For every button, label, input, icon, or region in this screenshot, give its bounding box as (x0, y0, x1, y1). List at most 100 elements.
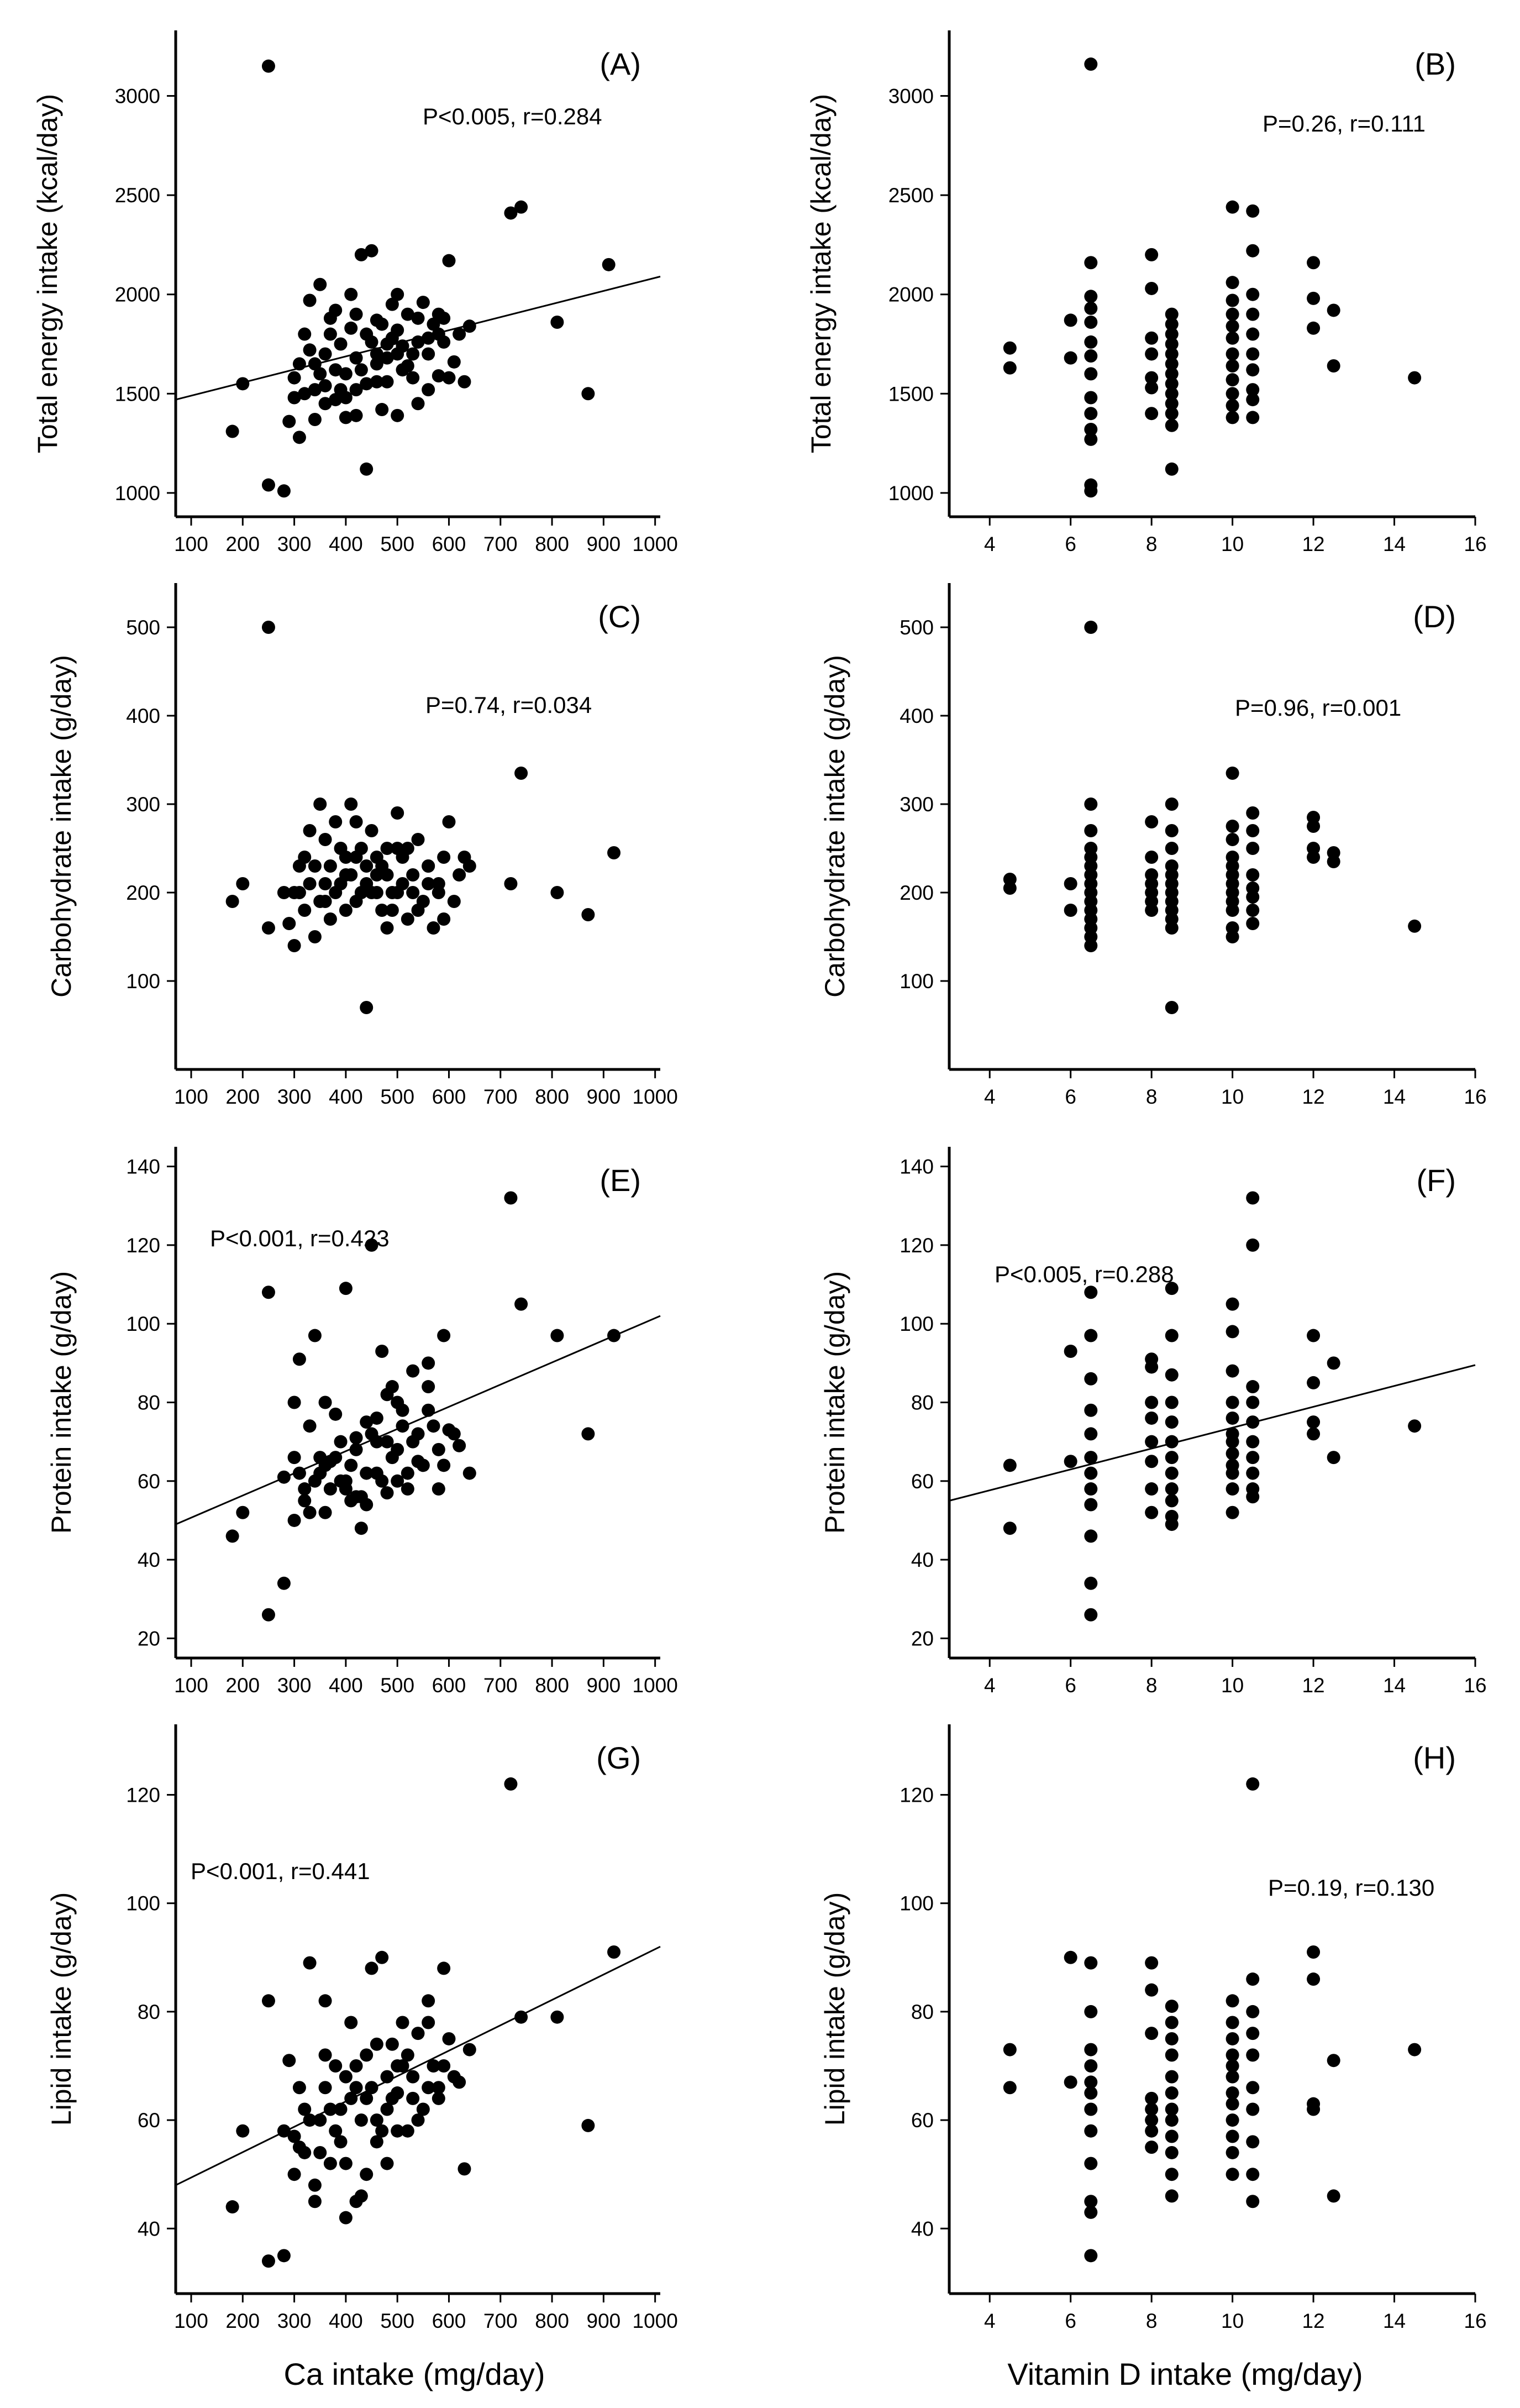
panel-e-point-44 (607, 1329, 621, 1342)
panel-e-point-57 (411, 1455, 425, 1468)
panel-h-point-12 (1084, 2157, 1098, 2170)
panel-h-point-58 (1307, 1945, 1321, 1959)
panel-a-point-20 (360, 462, 374, 476)
panel-g-point-18 (344, 2016, 358, 2029)
panel-g-point-63 (323, 2102, 337, 2116)
panel-f-point-58 (1307, 1329, 1321, 1342)
panel-a-point-17 (344, 287, 358, 301)
panel-b-y-tick-label-2000: 2000 (888, 284, 934, 306)
panel-a-point-48 (318, 347, 332, 361)
panel-f-point-51 (1246, 1396, 1260, 1409)
panel-d-y-tick-label-500: 500 (900, 616, 934, 639)
panel-h-point-4 (1084, 1956, 1098, 1970)
panel-c-point-47 (308, 859, 322, 873)
panel-b-y-tick-label-1500: 1500 (888, 382, 934, 405)
panel-g-point-74 (349, 2195, 363, 2208)
panel-g-y-tick-label-80: 80 (138, 2001, 160, 2023)
panel-a-point-47 (308, 413, 322, 426)
panel-b-point-29 (1165, 347, 1179, 361)
panel-b-point-4 (1084, 57, 1098, 71)
panel-c-point-81 (447, 895, 461, 908)
panel-c-point-35 (437, 912, 451, 926)
panel-a-point-46 (298, 387, 312, 401)
panel-a-point-34 (432, 369, 445, 382)
panel-b-point-60 (1307, 256, 1321, 270)
panel-d-point-18 (1084, 939, 1098, 952)
panel-g-point-71 (292, 2081, 306, 2095)
panel-b-point-36 (1165, 418, 1179, 432)
panel-e-point-70 (292, 1466, 306, 1480)
panel-c-x-tick-label-300: 300 (277, 1085, 312, 1108)
panel-h-point-62 (1327, 2054, 1340, 2068)
panel-a-point-19 (354, 248, 368, 261)
panel-a-point-79 (422, 347, 435, 361)
panel-h-point-53 (1246, 2081, 1260, 2095)
panel-d-point-38 (1226, 767, 1239, 780)
panel-g-point-48 (308, 2178, 322, 2192)
panel-b-point-11 (1084, 367, 1098, 381)
panel-b-point-41 (1226, 307, 1239, 321)
panel-e-point-30 (406, 1364, 420, 1378)
panel-g-point-28 (396, 2016, 409, 2029)
panel-a-point-14 (329, 393, 343, 407)
panel-g-point-39 (457, 2162, 471, 2176)
panel-a-point-58 (422, 383, 435, 397)
panel-h-point-13 (1084, 2195, 1098, 2208)
panel-a-x-tick-label-400: 400 (329, 533, 363, 555)
panel-b-x-tick-label-12: 12 (1302, 533, 1324, 555)
panel-d-x-tick-label-14: 14 (1383, 1085, 1406, 1108)
panel-c-point-51 (349, 895, 363, 908)
panel-a-x-tick-label-200: 200 (225, 533, 260, 555)
panel-g-point-57 (401, 2048, 414, 2062)
panel-g-point-80 (422, 2081, 435, 2095)
panel-d-point-52 (1246, 842, 1260, 855)
panel-b-point-1 (1003, 361, 1017, 375)
panel-e-y-tick-label-80: 80 (138, 1392, 160, 1414)
panel-h-point-33 (1165, 2145, 1179, 2159)
panel-h-point-34 (1165, 2168, 1179, 2181)
panel-f-point-15 (1084, 1608, 1098, 1622)
panel-g-point-47 (298, 2145, 312, 2159)
panel-d-point-3 (1064, 904, 1077, 917)
panel-g-point-69 (385, 2091, 399, 2105)
panel-g-point-4 (277, 2249, 291, 2263)
panel-b-point-10 (1084, 349, 1098, 363)
panel-b-point-6 (1084, 290, 1098, 303)
panel-f-point-32 (1165, 1482, 1179, 1496)
panel-h-point-45 (1226, 2129, 1239, 2143)
panel-f-point-7 (1084, 1403, 1098, 1417)
panel-g-point-43 (550, 2010, 564, 2024)
panel-e-x-tick-label-800: 800 (535, 1674, 569, 1697)
panel-c-point-42 (550, 886, 564, 899)
panel-f-point-55 (1246, 1466, 1260, 1480)
panel-e-point-79 (422, 1403, 435, 1417)
panel-g-point-72 (318, 2048, 332, 2062)
panel-a-point-43 (581, 387, 595, 401)
panel-d-point-1 (1003, 882, 1017, 895)
panel-e-point-2 (261, 1608, 275, 1622)
panel-e-y-tick-label-100: 100 (126, 1313, 160, 1335)
panel-c-point-48 (318, 833, 332, 846)
panel-h-point-54 (1246, 2102, 1260, 2116)
panel-a-point-22 (370, 347, 383, 361)
panel-a-point-45 (287, 371, 301, 385)
panel-g-y-tick-label-120: 120 (126, 1784, 160, 1807)
panel-g-point-25 (380, 2157, 394, 2170)
panel-h-point-1 (1003, 2081, 1017, 2095)
panel-e-y-tick-label-20: 20 (138, 1627, 160, 1650)
panel-b-point-56 (1246, 363, 1260, 377)
panel-a-x-tick-label-1000: 1000 (633, 533, 678, 555)
panel-g-point-34 (427, 2059, 440, 2073)
panel-f-point-22 (1145, 1482, 1159, 1496)
panel-g-point-59 (422, 2016, 435, 2029)
panel-h-point-18 (1145, 2027, 1159, 2040)
panel-f-point-26 (1165, 1368, 1179, 1382)
panel-g-y-tick-label-40: 40 (138, 2217, 160, 2240)
panel-g-point-26 (385, 2037, 399, 2051)
panel-b-point-23 (1145, 381, 1159, 395)
panel-e-point-42 (550, 1329, 564, 1342)
panel-d-point-28 (1165, 842, 1179, 855)
panel-e-point-45 (287, 1451, 301, 1465)
panel-f-point-20 (1145, 1435, 1159, 1449)
panel-a-point-39 (462, 319, 476, 333)
